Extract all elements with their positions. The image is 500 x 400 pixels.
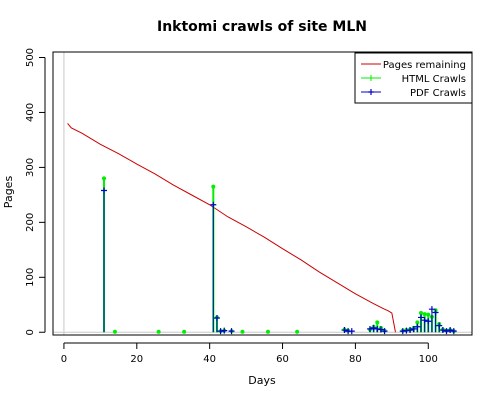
- html-crawl-point: [415, 320, 420, 325]
- html-crawl-point: [112, 329, 117, 334]
- pdf-crawl-marker: [417, 314, 424, 321]
- pdf-crawl-marker: [436, 322, 443, 329]
- x-tick-label: 20: [130, 354, 143, 365]
- plot-area: 0 20 40 60 80 100 0 100 200 300 400 500 Pages remain…: [25, 48, 473, 365]
- pdf-crawl-marker: [210, 201, 217, 208]
- plot-frame: [52, 51, 473, 336]
- y-tick-label: 0: [25, 329, 36, 335]
- pdf-crawl-marker: [377, 326, 384, 333]
- y-tick-label: 200: [25, 213, 36, 232]
- pdf-crawl-marker: [410, 325, 417, 332]
- pdf-crawl-marker: [421, 317, 428, 324]
- series-line-pages-remaining: [67, 123, 396, 333]
- html-crawl-point: [211, 184, 216, 189]
- pdf-crawl-marker: [425, 318, 432, 325]
- html-crawl-point: [156, 329, 161, 334]
- html-crawl-point: [418, 311, 423, 316]
- html-crawl-point: [182, 329, 187, 334]
- pdf-crawl-marker: [450, 328, 457, 335]
- pdf-crawl-marker: [228, 328, 235, 335]
- legend-entry-html-crawls: HTML Crawls: [402, 74, 466, 85]
- pdf-crawl-marker: [447, 327, 454, 334]
- html-crawl-point: [102, 176, 107, 181]
- x-axis-label: Days: [248, 374, 276, 387]
- html-crawl-point: [375, 320, 380, 325]
- y-tick-label: 500: [25, 48, 36, 67]
- html-crawl-point: [426, 312, 431, 317]
- pdf-crawl-marker: [407, 327, 414, 334]
- pdf-crawl-marker: [366, 325, 373, 332]
- pdf-crawl-marker: [443, 328, 450, 335]
- pdf-crawl-marker: [221, 327, 228, 334]
- pdf-crawl-marker: [428, 306, 435, 313]
- pdf-crawl-marker: [213, 314, 220, 321]
- y-axis-label: Pages: [2, 176, 15, 209]
- legend-marker: [368, 89, 374, 95]
- pdf-crawl-marker: [348, 328, 355, 335]
- pdf-crawl-marker: [414, 323, 421, 330]
- chart-title: Inktomi crawls of site MLN: [157, 19, 367, 35]
- x-tick-label: 0: [61, 354, 67, 365]
- pdf-crawl-marker: [432, 309, 439, 316]
- pdf-crawl-marker: [381, 328, 388, 335]
- x-tick-label: 100: [419, 354, 438, 365]
- pdf-crawl-marker: [439, 327, 446, 334]
- y-tick-label: 300: [25, 158, 36, 177]
- pdf-crawl-marker: [341, 327, 348, 334]
- html-crawl-point: [422, 312, 427, 317]
- pdf-crawl-marker: [101, 187, 108, 194]
- x-tick-label: 80: [349, 354, 362, 365]
- y-tick-label: 100: [25, 268, 36, 287]
- pdf-crawl-marker: [370, 324, 377, 331]
- x-tick-label: 40: [203, 354, 216, 365]
- legend-entry-pages-remaining: Pages remaining: [383, 60, 466, 71]
- html-crawl-point: [240, 329, 245, 334]
- legend-entry-pdf-crawls: PDF Crawls: [410, 88, 466, 99]
- html-crawl-point: [295, 329, 300, 334]
- html-crawl-point: [265, 329, 270, 334]
- x-tick-label: 60: [276, 354, 289, 365]
- y-tick-label: 400: [25, 103, 36, 122]
